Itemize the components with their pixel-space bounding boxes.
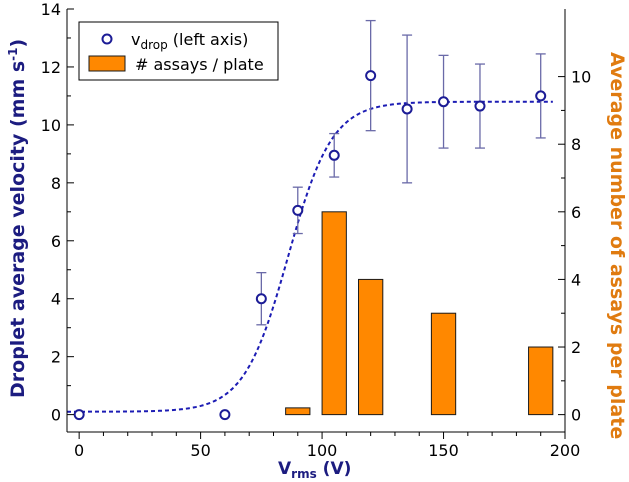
x-axis-label: Vrms (V) bbox=[278, 459, 351, 481]
data-point-120 bbox=[365, 70, 377, 82]
x-tick-label-100: 100 bbox=[307, 441, 338, 460]
bar-90 bbox=[285, 407, 311, 416]
data-point-135 bbox=[401, 103, 413, 115]
bar-105 bbox=[321, 211, 347, 416]
fit-curve-group bbox=[66, 100, 553, 413]
data-point-90 bbox=[292, 204, 304, 216]
bar-150 bbox=[430, 312, 457, 416]
y-left-tick-label-0: 0 bbox=[51, 406, 61, 425]
y-axis-right-label: Average number of assays per plate bbox=[606, 52, 628, 439]
x-tick-label-150: 150 bbox=[428, 441, 459, 460]
y-right-tick-label-8: 8 bbox=[571, 135, 581, 154]
scatter-points bbox=[73, 19, 547, 421]
y-axis-left-label: Droplet average velocity (mm s-1) bbox=[6, 39, 29, 398]
y-left-tick-label-2: 2 bbox=[51, 348, 61, 367]
y-right-tick-label-4: 4 bbox=[571, 270, 581, 289]
x-tick-label-200: 200 bbox=[550, 441, 581, 460]
legend-marker-assays bbox=[88, 55, 126, 72]
data-point-0 bbox=[73, 409, 85, 421]
bars bbox=[285, 211, 554, 416]
y-right-tick-label-6: 6 bbox=[571, 203, 581, 222]
data-point-150 bbox=[438, 96, 450, 108]
y-right-tick-label-10: 10 bbox=[571, 68, 591, 87]
bar-190 bbox=[528, 346, 554, 416]
y-left-tick-label-4: 4 bbox=[51, 290, 61, 309]
y-right-tick-label-0: 0 bbox=[571, 406, 581, 425]
legend-label-vdrop: vdrop (left axis) bbox=[131, 30, 248, 52]
bar-120 bbox=[358, 278, 384, 416]
data-point-105 bbox=[328, 149, 340, 161]
data-point-190 bbox=[535, 90, 547, 102]
fit-curve bbox=[66, 100, 553, 413]
y-left-tick-label-8: 8 bbox=[51, 174, 61, 193]
legend: vdrop (left axis) # assays / plate bbox=[78, 21, 279, 81]
y-left-tick-label-12: 12 bbox=[41, 58, 61, 77]
data-point-165 bbox=[474, 100, 486, 112]
x-tick-label-0: 0 bbox=[74, 441, 84, 460]
y-left-tick-label-10: 10 bbox=[41, 116, 61, 135]
y-right-tick-label-2: 2 bbox=[571, 338, 581, 357]
legend-marker-vdrop bbox=[101, 33, 113, 45]
x-tick-label-50: 50 bbox=[190, 441, 210, 460]
y-left-tick-label-6: 6 bbox=[51, 232, 61, 251]
legend-label-assays: # assays / plate bbox=[135, 55, 264, 74]
y-left-tick-label-14: 14 bbox=[41, 0, 61, 19]
data-point-75 bbox=[255, 293, 267, 305]
data-point-60 bbox=[219, 409, 231, 421]
